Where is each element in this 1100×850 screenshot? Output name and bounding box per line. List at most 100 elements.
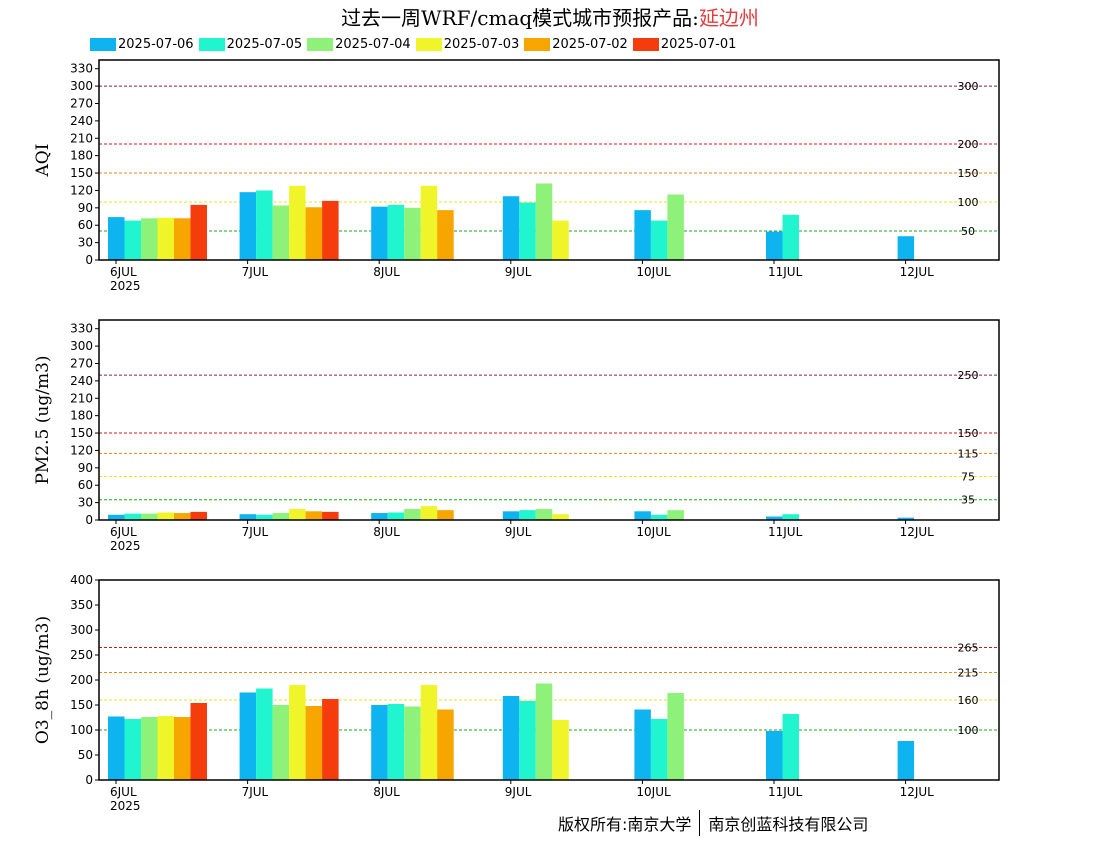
legend-label: 2025-07-02 <box>552 36 628 52</box>
bar <box>535 683 553 780</box>
bar <box>371 705 388 780</box>
x-tick-label: 7JUL <box>242 785 269 799</box>
y-tick-label: 150 <box>70 426 93 440</box>
y-tick-label: 210 <box>70 131 93 145</box>
x-tick-year-label: 2025 <box>110 279 141 293</box>
y-tick-label: 330 <box>70 322 93 336</box>
bar <box>289 508 306 520</box>
bar <box>634 210 651 260</box>
copyright-company: 南京创蓝科技有限公司 <box>708 815 869 834</box>
bar <box>766 516 783 520</box>
legend-item: 2025-07-05 <box>198 35 303 53</box>
bar <box>141 513 158 520</box>
reference-line-label: 150 <box>958 427 979 440</box>
bar <box>420 185 438 260</box>
legend: 2025-07-06 2025-07-05 2025-07-04 2025-07… <box>90 35 741 53</box>
bar <box>371 206 388 260</box>
bar <box>766 731 783 780</box>
bar <box>256 688 273 780</box>
reference-line-label: 200 <box>958 138 979 151</box>
y-tick-label: 0 <box>85 253 93 267</box>
legend-item: 2025-07-02 <box>524 35 628 53</box>
y-axis-label: AQI <box>33 144 53 178</box>
legend-swatch <box>524 37 551 51</box>
legend-swatch <box>632 37 659 51</box>
bar <box>239 514 257 520</box>
legend-swatch <box>415 37 442 51</box>
reference-line-label: 215 <box>958 667 979 680</box>
y-tick-label: 210 <box>70 391 93 405</box>
bar <box>502 511 520 520</box>
bar <box>897 741 915 780</box>
bar <box>387 704 405 780</box>
bar <box>650 719 668 780</box>
x-tick-label: 6JUL <box>110 265 137 279</box>
bar <box>256 190 273 260</box>
bar <box>289 685 306 780</box>
legend-item: 2025-07-03 <box>415 35 520 53</box>
bar <box>124 220 141 260</box>
bar <box>239 692 257 780</box>
bar <box>420 506 438 520</box>
y-tick-label: 90 <box>78 461 93 475</box>
y-tick-label: 60 <box>78 478 93 492</box>
plot-frame <box>98 319 1000 521</box>
reference-line-label: 50 <box>961 225 975 238</box>
y-tick-label: 30 <box>78 236 93 250</box>
bar <box>141 717 158 780</box>
chart-title: 过去一周WRF/cmaq模式城市预报产品:延边州 <box>0 2 1100 31</box>
bar <box>190 511 207 520</box>
plot-frame <box>98 59 1000 261</box>
bar <box>387 512 405 520</box>
y-tick-label: 120 <box>70 183 93 197</box>
bar <box>289 185 306 260</box>
x-tick-year-label: 2025 <box>110 539 141 553</box>
bar <box>667 693 684 780</box>
o3-chart-panel: 265 215 160 100 0 50 100 150 200 250 300 350 400 6JUL… <box>33 573 1000 813</box>
y-tick-label: 60 <box>78 218 93 232</box>
bar <box>519 510 536 520</box>
x-tick-label: 12JUL <box>900 525 935 539</box>
y-tick-label: 100 <box>70 723 93 737</box>
bar <box>272 705 290 780</box>
bar <box>174 218 191 260</box>
y-tick-label: 300 <box>70 339 93 353</box>
bar <box>404 706 421 780</box>
x-tick-label: 8JUL <box>373 525 400 539</box>
x-tick-label: 8JUL <box>373 265 400 279</box>
bar <box>124 719 141 780</box>
reference-line-label: 300 <box>958 80 979 93</box>
y-tick-label: 300 <box>70 79 93 93</box>
bar <box>322 699 339 780</box>
bar <box>108 217 125 260</box>
y-tick-label: 120 <box>70 443 93 457</box>
bar <box>535 183 553 260</box>
x-tick-label: 11JUL <box>768 525 803 539</box>
bar <box>157 512 174 520</box>
x-tick-label: 7JUL <box>242 525 269 539</box>
legend-label: 2025-07-05 <box>226 36 303 52</box>
y-tick-label: 50 <box>78 748 93 762</box>
bar <box>322 200 339 260</box>
x-tick-label: 12JUL <box>900 785 935 799</box>
bar <box>650 514 668 520</box>
bar <box>108 716 125 780</box>
bar <box>667 510 684 520</box>
bar <box>437 210 454 260</box>
y-tick-label: 400 <box>70 573 93 587</box>
reference-line-label: 75 <box>961 471 975 484</box>
y-tick-label: 150 <box>70 698 93 712</box>
bar <box>190 204 207 260</box>
bar <box>174 513 191 520</box>
bar <box>157 217 174 260</box>
bar <box>256 514 273 520</box>
bar <box>272 513 290 520</box>
bar <box>782 714 799 780</box>
y-tick-label: 180 <box>70 149 93 163</box>
reference-line-label: 265 <box>958 642 979 655</box>
y-tick-label: 0 <box>85 513 93 527</box>
bar <box>124 513 141 520</box>
legend-label: 2025-07-03 <box>443 36 520 52</box>
bar <box>322 511 339 520</box>
